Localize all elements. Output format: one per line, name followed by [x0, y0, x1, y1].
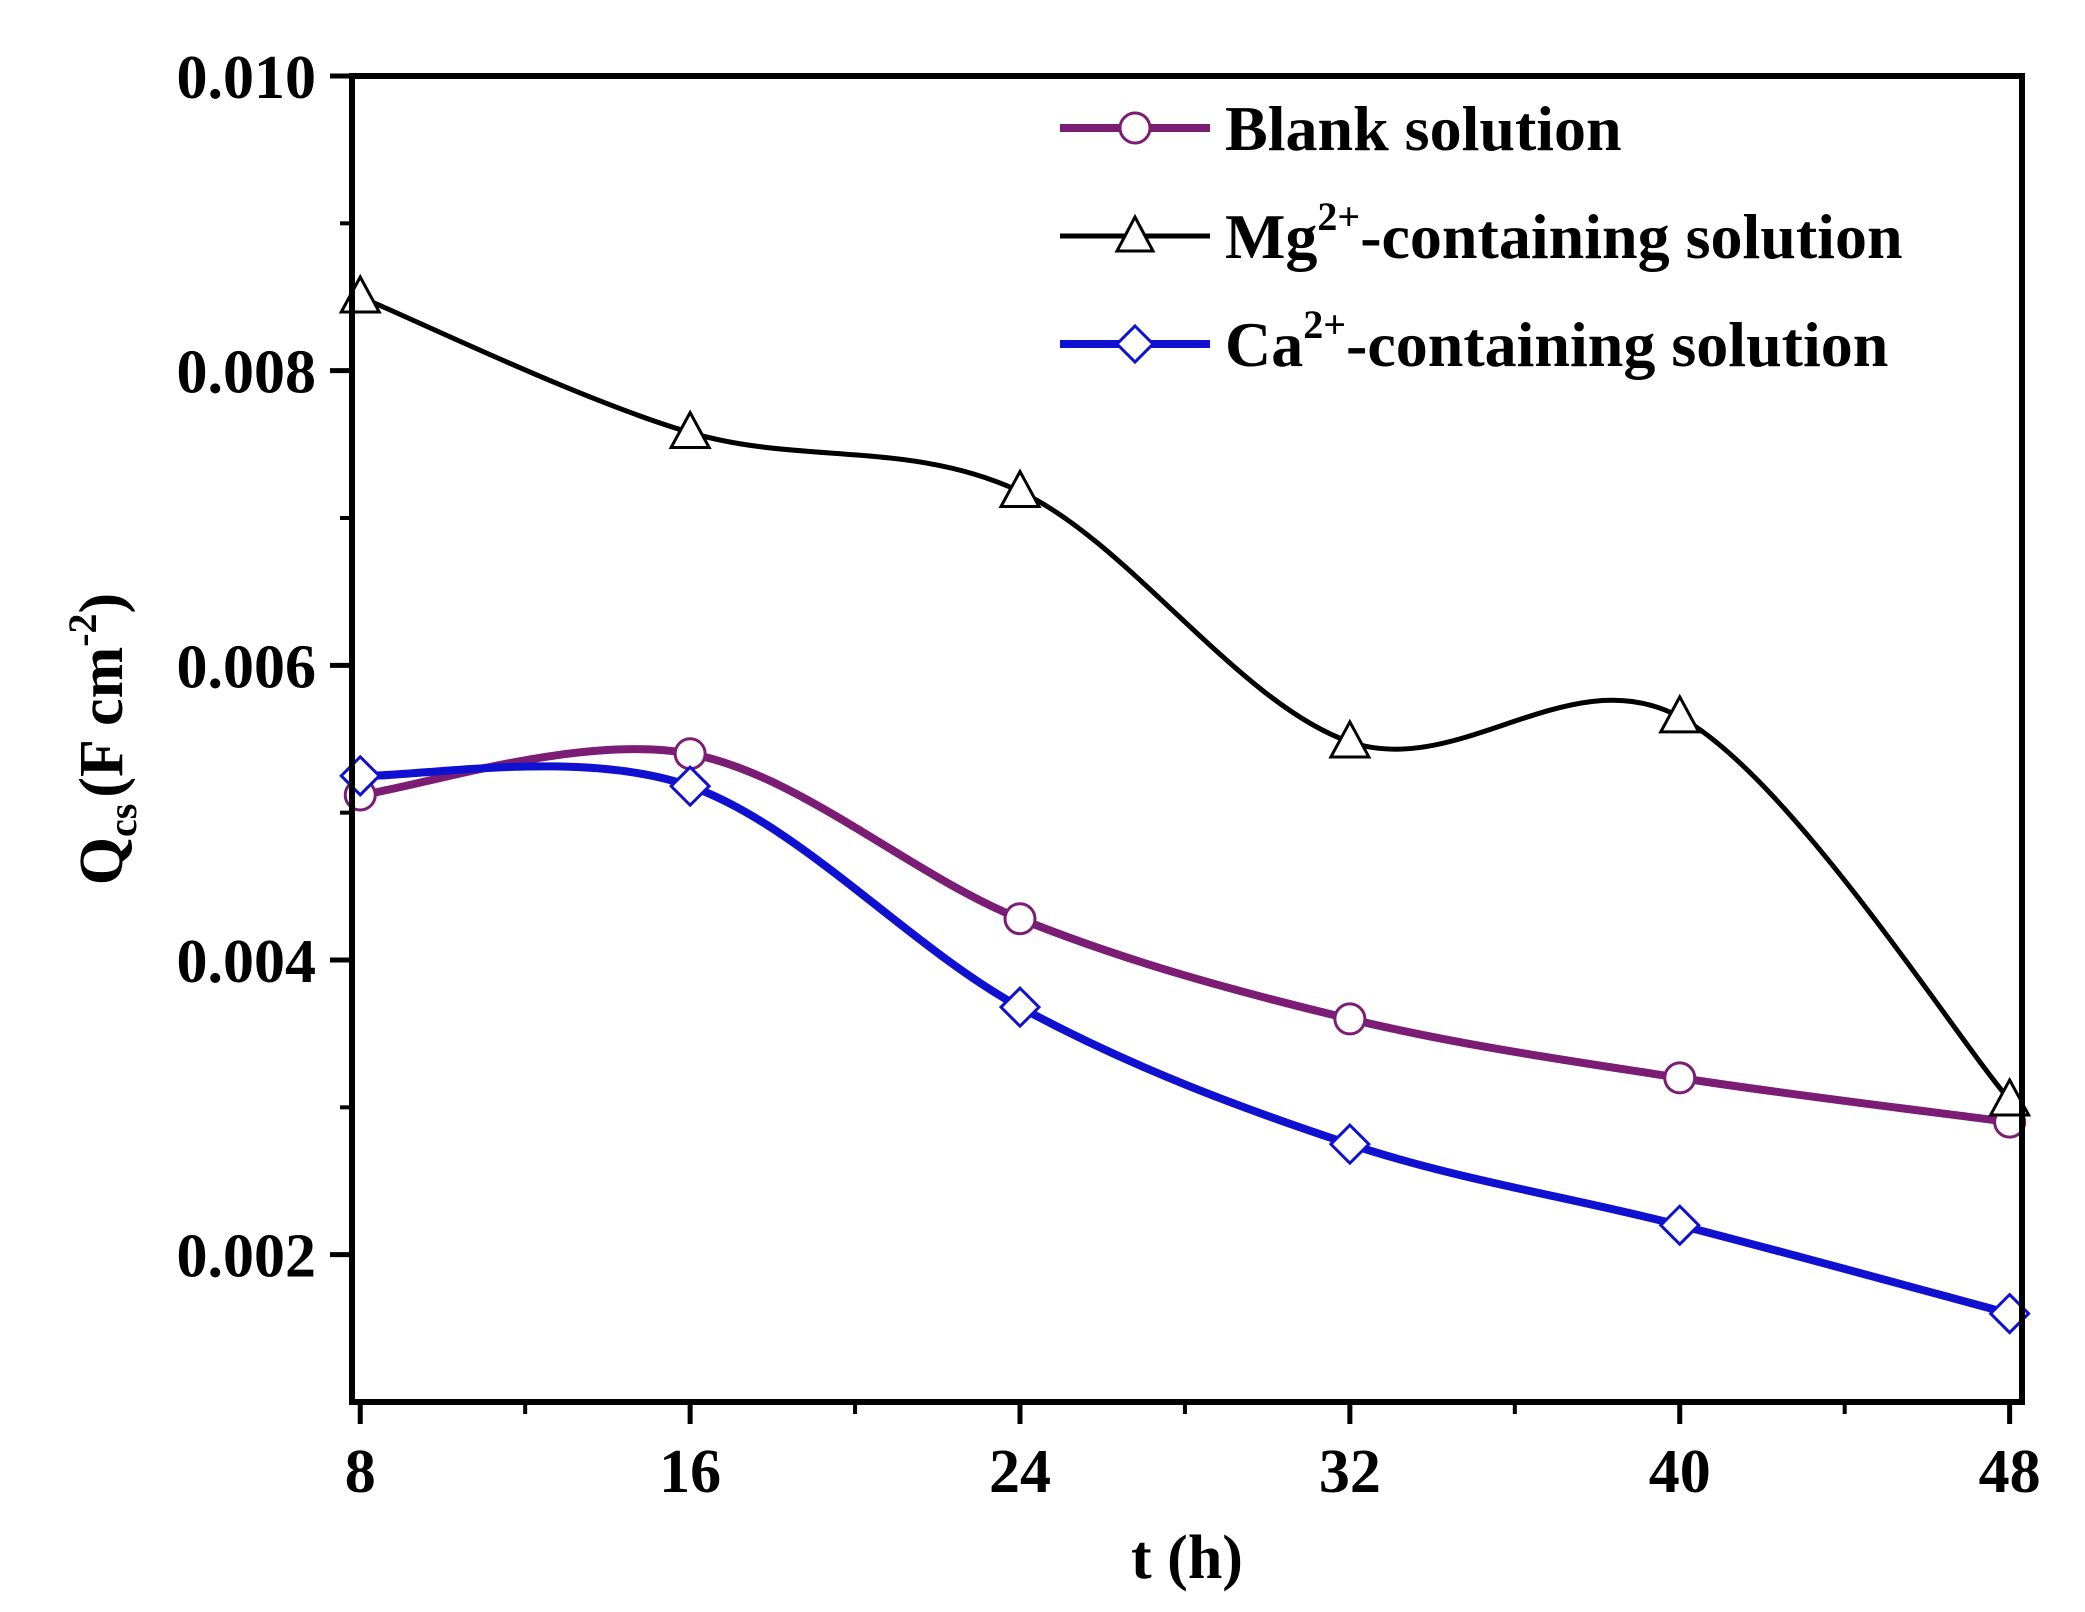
- data-point-triangle: [668, 409, 712, 450]
- y-axis-title: Qcs (F cm-2): [60, 593, 145, 885]
- x-tick-label: 16: [659, 1438, 721, 1506]
- y-tick-label: 0.006: [177, 633, 317, 701]
- legend-marker-mg: [1114, 213, 1156, 253]
- legend-label-blank: Blank solution: [1225, 93, 1622, 164]
- y-tick-label: 0.010: [177, 44, 317, 112]
- data-point-triangle: [1328, 718, 1372, 759]
- x-tick-label: 32: [1319, 1438, 1381, 1506]
- series-layer: [356, 294, 2014, 1318]
- legend-label-ca: Ca2+-containing solution: [1225, 302, 1888, 380]
- y-tick-label: 0.004: [177, 928, 317, 996]
- data-point-diamond: [1658, 1204, 1701, 1247]
- y-axis-title-exp: -2: [60, 613, 105, 646]
- legend-entry-blank: Blank solution: [1060, 93, 1622, 164]
- legend-label-ca-sup: 2+: [1303, 302, 1346, 347]
- legend-label-mg-sup: 2+: [1317, 194, 1360, 239]
- legend-label-ca-main: Ca: [1225, 309, 1303, 380]
- legend: Blank solution Mg2+-containing solution …: [1060, 93, 1903, 380]
- legend-marker-blank: [1118, 111, 1152, 145]
- y-axis-title-sub: cs: [100, 804, 145, 837]
- data-point-triangle: [1658, 693, 1702, 734]
- legend-marker-ca: [1114, 323, 1156, 365]
- data-point-diamond: [1328, 1123, 1371, 1166]
- legend-entry-mg: Mg2+-containing solution: [1060, 194, 1903, 272]
- x-tick-label: 48: [1979, 1438, 2041, 1506]
- y-axis-ticks: 0.002 0.004 0.006 0.008 0.010: [177, 44, 352, 1291]
- y-axis-title-close: ): [68, 593, 136, 614]
- x-axis-title: t (h): [1131, 1524, 1243, 1592]
- y-axis-title-main: Q: [68, 837, 136, 885]
- legend-entry-ca: Ca2+-containing solution: [1060, 302, 1888, 380]
- plot-frame: [349, 73, 2025, 1405]
- series-line-diamond: [356, 762, 2014, 1318]
- series-line-triangle: [357, 294, 2013, 1103]
- data-point-circle: [1333, 1002, 1367, 1036]
- data-point-circle: [1003, 902, 1037, 936]
- legend-label-ca-rest: -containing solution: [1346, 309, 1888, 380]
- x-tick-label: 24: [989, 1438, 1051, 1506]
- data-point-diamond: [998, 986, 1042, 1029]
- y-tick-label: 0.002: [177, 1223, 317, 1291]
- data-point-triangle: [998, 468, 1042, 508]
- x-tick-label: 8: [345, 1438, 376, 1506]
- data-point-diamond: [669, 765, 712, 808]
- legend-label-mg: Mg2+-containing solution: [1225, 194, 1903, 272]
- legend-label-mg-main: Mg: [1225, 201, 1317, 272]
- data-point-circle: [673, 737, 707, 771]
- x-tick-label: 40: [1649, 1438, 1711, 1506]
- y-tick-label: 0.008: [177, 339, 317, 407]
- x-axis-ticks: 8 16 24 32 40 48: [345, 1402, 2041, 1506]
- data-point-circle: [1663, 1061, 1697, 1095]
- series-line-circle: [356, 745, 2014, 1127]
- y-axis-title-units: (F cm: [68, 647, 136, 798]
- legend-label-mg-rest: -containing solution: [1360, 201, 1902, 272]
